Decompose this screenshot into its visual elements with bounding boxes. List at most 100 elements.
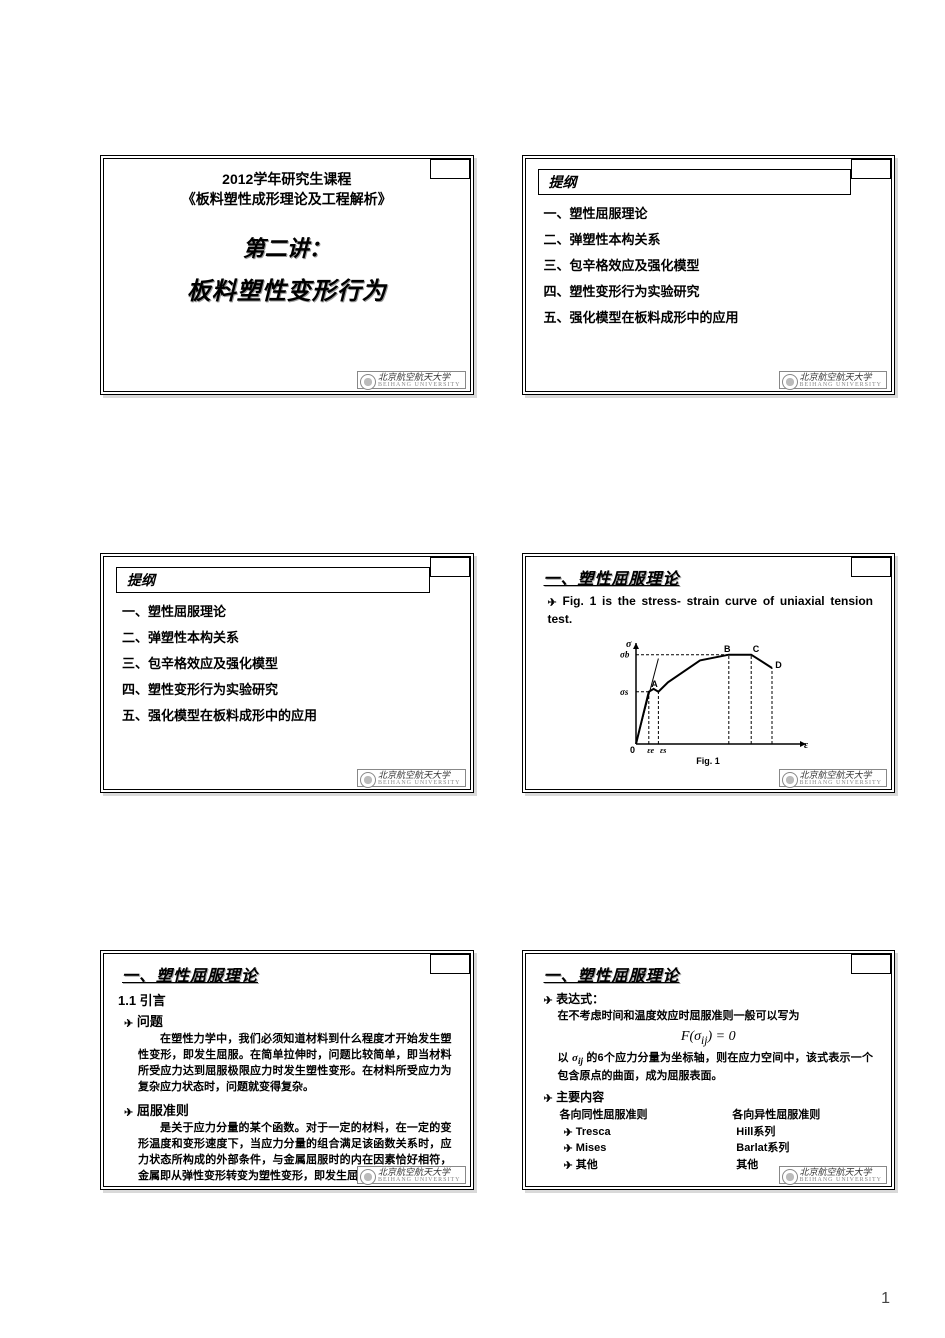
svg-text:σs: σs [620,687,629,697]
svg-text:C: C [753,644,760,654]
svg-text:εs: εs [660,746,666,755]
bullet-criterion: ✈ 屈服准则 [114,1098,460,1119]
criteria-item-label: 其他 [576,1159,598,1171]
uni-footer: 北京航空航天大学 BEIHANG UNIVERSITY [779,1166,888,1184]
uni-footer: 北京航空航天大学 BEIHANG UNIVERSITY [357,371,466,389]
svg-text:σb: σb [620,650,630,660]
criteria-columns: 各向同性屈服准则 ✈ Tresca ✈ Mises ✈ 其他 各向异性屈服准则 … [536,1107,882,1173]
svg-text:A: A [651,679,658,689]
slide-3-outline: 提纲 一、塑性屈服理论 二、弹塑性本构关系 三、包辛格效应及强化模型 四、塑性变… [100,553,474,793]
isotropic-column: 各向同性屈服准则 ✈ Tresca ✈ Mises ✈ 其他 [536,1107,709,1173]
bullet-icon: ✈ [544,994,553,1007]
outline-list: 一、塑性屈服理论 二、弹塑性本构关系 三、包辛格效应及强化模型 四、塑性变形行为… [536,201,882,331]
svg-text:B: B [724,644,731,654]
bullet-icon: ✈ [564,1125,573,1142]
outline-item: 四、塑性变形行为实验研究 [544,279,882,305]
subheader: 1.1 引言 [114,988,460,1009]
criteria-item-label: Mises [576,1142,607,1154]
page-number: 1 [881,1290,890,1308]
criteria-item: Barlat系列 [736,1140,881,1157]
bullet-icon: ✈ [564,1158,573,1175]
slide-1-title: 2012学年研究生课程 《板料塑性成形理论及工程解析》 第二讲： 板料塑性变形行… [100,155,474,395]
lecture-number: 第二讲： [114,231,460,263]
uni-name: 北京航空航天大学 [800,1167,872,1177]
slide-3-inner: 提纲 一、塑性屈服理论 二、弹塑性本构关系 三、包辛格效应及强化模型 四、塑性变… [103,556,471,790]
outline-item: 一、塑性屈服理论 [122,599,460,625]
lecture-title: 板料塑性变形行为 [114,271,460,306]
slide-5-inner: 一、塑性屈服理论 1.1 引言 ✈ 问题 在塑性力学中，我们必须知道材料到什么程… [103,953,471,1187]
slide-corner-notch [430,557,470,577]
stress-strain-chart: σε0σsσbεeεsABCDFig. 1 [598,634,818,769]
uni-sub: BEIHANG UNIVERSITY [378,1177,461,1183]
uni-sub: BEIHANG UNIVERSITY [800,382,883,388]
uni-sub: BEIHANG UNIVERSITY [800,1177,883,1183]
chart-svg: σε0σsσbεeεsABCDFig. 1 [598,634,818,769]
criteria-item: Hill系列 [736,1124,881,1141]
bullet-main-content: ✈ 主要内容 [536,1086,882,1105]
svg-text:ε: ε [804,740,809,751]
outline-item: 五、强化模型在板料成形中的应用 [544,305,882,331]
uni-footer: 北京航空航天大学 BEIHANG UNIVERSITY [779,769,888,787]
slide-4-curve: 一、塑性屈服理论 ✈ Fig. 1 is the stress- strain … [522,553,896,793]
slide-5-intro: 一、塑性屈服理论 1.1 引言 ✈ 问题 在塑性力学中，我们必须知道材料到什么程… [100,950,474,1190]
bullet-problem: ✈ 问题 [114,1009,460,1030]
stress-space-tail: 的6个应力分量为坐标轴，则在应力空间中，该式表示一个包含原点的曲面，成为屈服表面… [558,1052,874,1081]
outline-item: 二、弹塑性本构关系 [122,625,460,651]
slide-6-inner: 一、塑性屈服理论 ✈ 表达式： 在不考虑时间和温度效应时屈服准则一般可以写为 F… [525,953,893,1187]
course-year: 2012学年研究生课程 [114,169,460,189]
anisotropic-column: 各向异性屈服准则 Hill系列 Barlat系列 其他 [708,1107,881,1173]
slide-6-expression: 一、塑性屈服理论 ✈ 表达式： 在不考虑时间和温度效应时屈服准则一般可以写为 F… [522,950,896,1190]
slide-corner-notch [851,954,891,974]
slide-2-inner: 提纲 一、塑性屈服理论 二、弹塑性本构关系 三、包辛格效应及强化模型 四、塑性变… [525,158,893,392]
uni-name: 北京航空航天大学 [378,372,450,382]
bullet-icon: ✈ [124,1017,133,1030]
bullet-criterion-label: 屈服准则 [137,1103,189,1118]
uni-sub: BEIHANG UNIVERSITY [800,780,883,786]
section-header: 一、塑性屈服理论 [536,563,882,591]
handout-page: 2012学年研究生课程 《板料塑性成形理论及工程解析》 第二讲： 板料塑性变形行… [0,0,945,1338]
uni-footer: 北京航空航天大学 BEIHANG UNIVERSITY [779,371,888,389]
slide-corner-notch [430,159,470,179]
bullet-icon: ✈ [544,1092,553,1105]
bullet-expression-label: 表达式： [556,992,604,1006]
bullet-icon: ✈ [564,1141,573,1158]
uni-name: 北京航空航天大学 [378,770,450,780]
outline-item: 二、弹塑性本构关系 [544,227,882,253]
svg-text:σ: σ [626,639,632,650]
yield-formula: F(σij) = 0 [536,1029,882,1047]
expression-line: 在不考虑时间和温度效应时屈服准则一般可以写为 [536,1007,882,1027]
uni-footer: 北京航空航天大学 BEIHANG UNIVERSITY [357,769,466,787]
svg-text:Fig. 1: Fig. 1 [696,756,720,766]
outline-list: 一、塑性屈服理论 二、弹塑性本构关系 三、包辛格效应及强化模型 四、塑性变形行为… [114,599,460,729]
criteria-item-label: Tresca [576,1126,611,1138]
slide-corner-notch [430,954,470,974]
paragraph-1: 在塑性力学中，我们必须知道材料到什么程度才开始发生塑性变形，即发生屈服。在简单拉… [114,1030,460,1098]
bullet-main-label: 主要内容 [556,1090,604,1104]
bullet-icon: ✈ [548,596,557,612]
uni-name: 北京航空航天大学 [800,770,872,780]
slide-corner-notch [851,557,891,577]
slide-4-inner: 一、塑性屈服理论 ✈ Fig. 1 is the stress- strain … [525,556,893,790]
slide-2-outline: 提纲 一、塑性屈服理论 二、弹塑性本构关系 三、包辛格效应及强化模型 四、塑性变… [522,155,896,395]
uni-sub: BEIHANG UNIVERSITY [378,780,461,786]
svg-text:0: 0 [630,745,635,755]
uni-name: 北京航空航天大学 [800,372,872,382]
isotropic-head: 各向同性屈服准则 [560,1107,709,1124]
outline-item: 三、包辛格效应及强化模型 [122,651,460,677]
outline-title: 提纲 [116,567,430,593]
slide-corner-notch [851,159,891,179]
slide-1-inner: 2012学年研究生课程 《板料塑性成形理论及工程解析》 第二讲： 板料塑性变形行… [103,158,471,392]
outline-title: 提纲 [538,169,852,195]
stress-space-line: 以 σij 的6个应力分量为坐标轴，则在应力空间中，该式表示一个包含原点的曲面，… [536,1049,882,1086]
section-header: 一、塑性屈服理论 [536,960,882,988]
criteria-item: ✈ Mises [564,1140,709,1157]
criteria-item: ✈ 其他 [564,1157,709,1174]
anisotropic-head: 各向异性屈服准则 [732,1107,881,1124]
outline-item: 四、塑性变形行为实验研究 [122,677,460,703]
bullet-problem-label: 问题 [137,1014,163,1029]
caption-en-text: Fig. 1 is the stress- strain curve of un… [548,594,874,626]
outline-item: 三、包辛格效应及强化模型 [544,253,882,279]
outline-item: 一、塑性屈服理论 [544,201,882,227]
caption-en: ✈ Fig. 1 is the stress- strain curve of … [536,591,882,630]
svg-text:D: D [775,660,782,670]
